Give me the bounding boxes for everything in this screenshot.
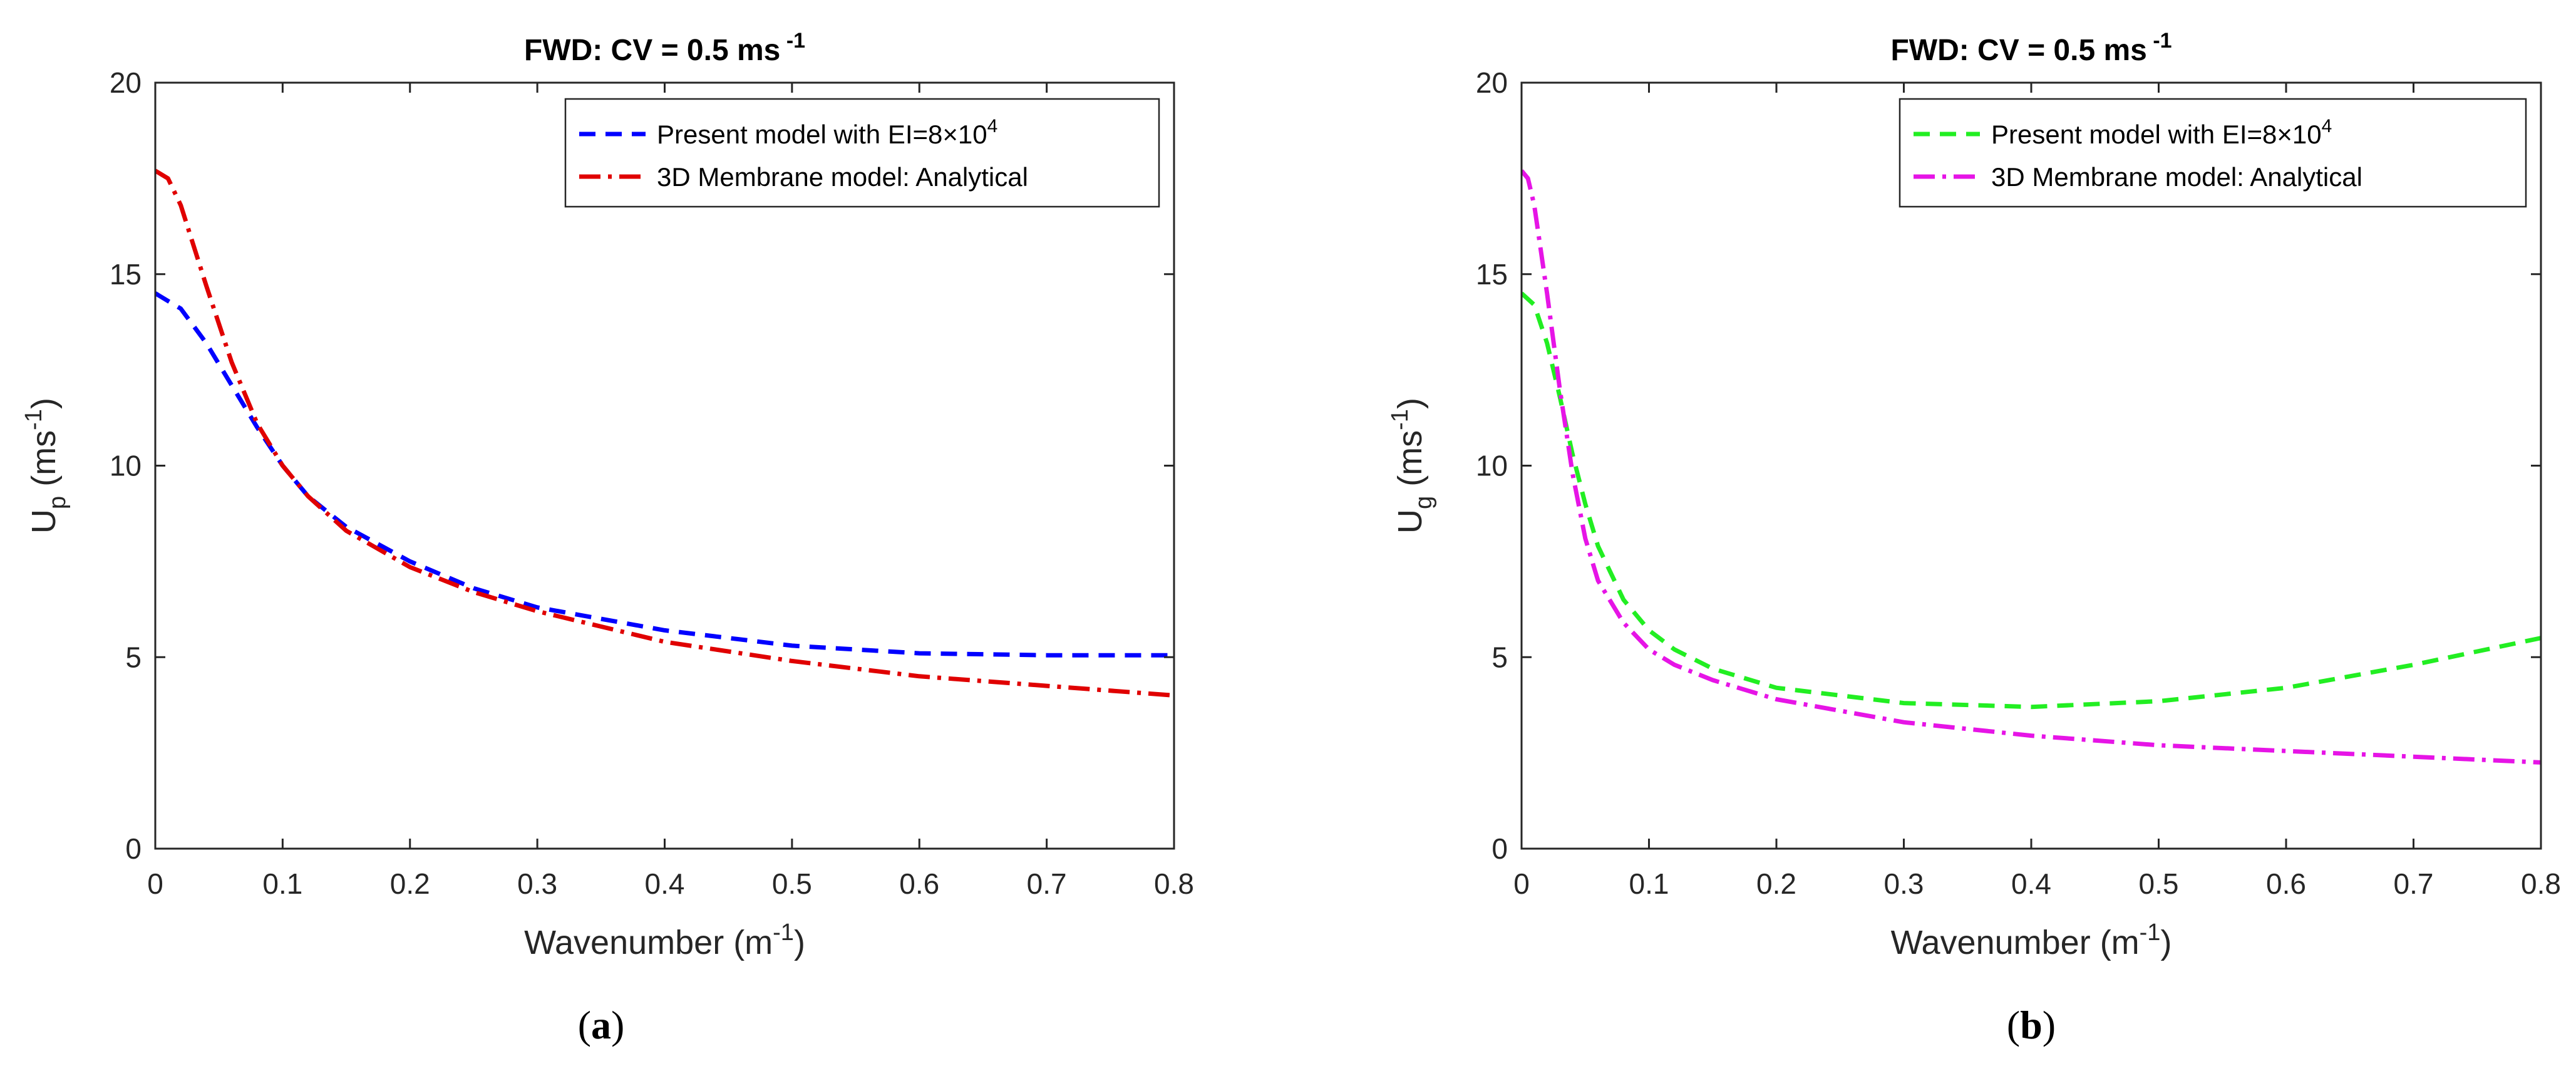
x-tick-label: 0.4 [645, 867, 685, 900]
plot-area [155, 83, 1174, 849]
x-tick-label: 0.2 [1756, 867, 1796, 900]
x-tick-label: 0 [147, 867, 163, 900]
y-tick-label: 20 [110, 66, 142, 99]
y-tick-label: 5 [125, 641, 142, 673]
y-tick-label: 0 [1492, 832, 1508, 865]
y-tick-label: 20 [1476, 66, 1508, 99]
x-axis-label: Wavenumber (m-1) [524, 919, 805, 961]
y-tick-label: 10 [110, 450, 142, 482]
legend: Present model with EI=8×104 3D Membrane m… [564, 98, 1160, 208]
y-axis-label: Up (ms-1) [21, 398, 71, 534]
legend-entry-1: Present model with EI=8×104 [1991, 116, 2332, 149]
x-tick-label: 0.2 [390, 867, 430, 900]
series-line-2 [1522, 169, 2541, 765]
x-axis-label: Wavenumber (m-1) [1891, 919, 2172, 961]
y-axis-label: Ug (ms-1) [1387, 398, 1437, 534]
legend-entry-2: 3D Membrane model: Analytical [657, 162, 1028, 192]
x-tick-label: 0.4 [2011, 867, 2051, 900]
chart-title: FWD: CV = 0.5 ms -1 [1890, 29, 2172, 67]
chart-panel-a: 0 0.1 0.2 0.3 0.4 0.5 0.6 0.7 0.8 0 5 10 15 20 FWD: CV… [21, 29, 1194, 1047]
x-tick-label: 0.6 [2266, 867, 2306, 900]
legend-entry-2: 3D Membrane model: Analytical [1991, 162, 2362, 192]
x-tick-label: 0.3 [517, 867, 557, 900]
chart-panel-b: 0 0.1 0.2 0.3 0.4 0.5 0.6 0.7 0.8 0 5 10 15 20 FWD: CV… [1387, 29, 2561, 1047]
y-tick-label: 5 [1492, 641, 1508, 673]
x-tick-label: 0.7 [1027, 867, 1067, 900]
chart-title: FWD: CV = 0.5 ms -1 [524, 29, 805, 67]
legend-box [1899, 98, 2527, 208]
x-tick-label: 0.5 [772, 867, 812, 900]
legend-box [564, 98, 1160, 208]
x-tick-label: 0.6 [899, 867, 939, 900]
y-tick-label: 15 [110, 258, 142, 291]
x-tick-label: 0.1 [262, 867, 302, 900]
legend-entry-1: Present model with EI=8×104 [657, 116, 997, 149]
panel-label: (b) [2007, 1003, 2056, 1047]
y-tick-label: 15 [1476, 258, 1508, 291]
series-line-1 [155, 291, 1174, 658]
panel-label: (a) [578, 1003, 625, 1047]
x-tick-label: 0.8 [1154, 867, 1194, 900]
y-tick-label: 0 [125, 832, 142, 865]
series-line-1 [1522, 291, 2541, 710]
x-tick-label: 0.7 [2394, 867, 2434, 900]
x-tick-label: 0.1 [1629, 867, 1669, 900]
series-line-2 [155, 168, 1174, 698]
plot-area [1522, 83, 2541, 849]
x-tick-label: 0.8 [2521, 867, 2561, 900]
x-tick-label: 0.3 [1884, 867, 1924, 900]
y-tick-label: 10 [1476, 450, 1508, 482]
legend: Present model with EI=8×104 3D Membrane m… [1899, 98, 2527, 208]
x-tick-label: 0 [1513, 867, 1530, 900]
x-tick-label: 0.5 [2139, 867, 2179, 900]
